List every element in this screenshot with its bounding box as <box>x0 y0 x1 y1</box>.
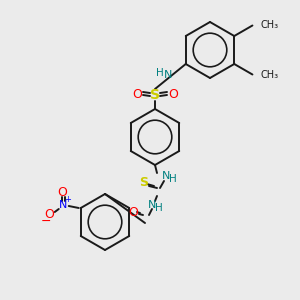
Text: O: O <box>168 88 178 100</box>
Text: H: H <box>169 174 177 184</box>
Text: O: O <box>132 88 142 100</box>
Text: CH₃: CH₃ <box>260 70 279 80</box>
Text: O: O <box>57 185 67 199</box>
Text: S: S <box>140 176 148 190</box>
Text: CH₃: CH₃ <box>260 20 279 31</box>
Text: O: O <box>44 208 54 220</box>
Text: N: N <box>148 200 156 210</box>
Text: N: N <box>164 70 172 80</box>
Text: S: S <box>150 88 160 102</box>
Text: H: H <box>155 203 163 213</box>
Text: N: N <box>162 171 170 181</box>
Text: O: O <box>128 206 138 218</box>
Text: H: H <box>156 68 164 79</box>
Text: −: − <box>40 214 51 227</box>
Text: +: + <box>64 196 71 205</box>
Text: N: N <box>58 200 67 210</box>
